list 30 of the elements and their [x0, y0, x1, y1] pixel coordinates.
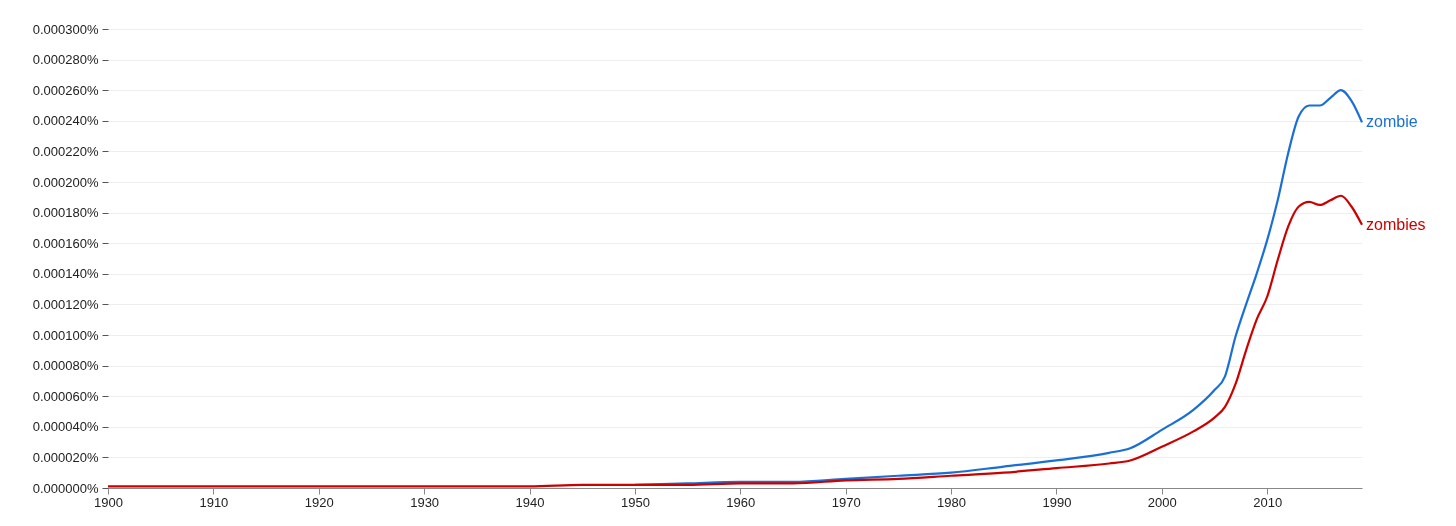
y-tick-label: 0.000080%	[32, 358, 99, 374]
x-tick-label: 2000	[1147, 494, 1177, 510]
y-tick-label: 0.000040%	[32, 419, 99, 435]
x-tick-label: 1940	[515, 494, 545, 510]
y-tick-label: 0.000220%	[32, 143, 99, 159]
y-tick-label: 0.000260%	[32, 82, 99, 98]
x-tick-label: 1990	[1042, 494, 1072, 510]
x-tick-label: 1910	[199, 494, 229, 510]
x-tick-label: 1900	[94, 494, 123, 510]
x-tick-label: 1920	[304, 494, 334, 510]
y-tick-label: 0.000300%	[32, 21, 99, 37]
y-tick-label: 0.000160%	[32, 235, 99, 251]
y-tick-label: 0.000200%	[32, 174, 99, 190]
y-tick-label: 0.000180%	[32, 205, 99, 221]
x-tick-label: 1950	[620, 494, 650, 510]
x-tick-label: 1970	[831, 494, 861, 510]
y-tick-label: 0.000100%	[32, 327, 99, 343]
y-tick-label: 0.000120%	[32, 296, 99, 312]
x-tick-label: 2010	[1253, 494, 1283, 510]
y-tick-label: 0.000020%	[32, 449, 99, 465]
y-tick-label: 0.000240%	[32, 113, 99, 129]
y-tick-label: 0.000000%	[32, 480, 99, 496]
y-tick-label: 0.000280%	[32, 52, 99, 68]
x-tick-label: 1980	[937, 494, 966, 510]
x-tick-label: 1960	[726, 494, 756, 510]
y-tick-label: 0.000060%	[32, 388, 99, 404]
series-label: zombies	[1366, 215, 1426, 233]
x-tick-label: 1930	[410, 494, 440, 510]
series-label: zombie	[1366, 113, 1418, 131]
y-tick-label: 0.000140%	[32, 266, 99, 282]
